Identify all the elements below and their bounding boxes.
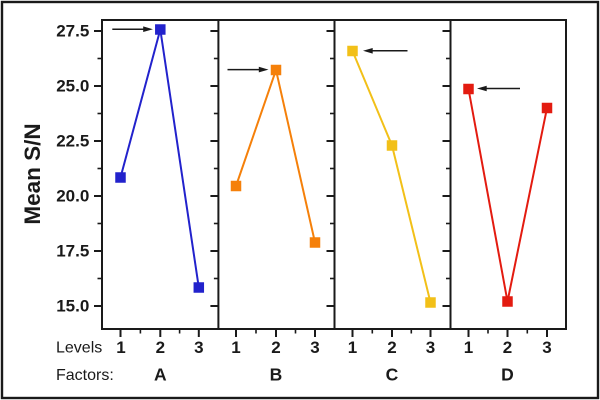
svg-text:1: 1 xyxy=(348,338,357,357)
svg-text:3: 3 xyxy=(310,338,319,357)
svg-text:3: 3 xyxy=(542,338,551,357)
svg-text:20.0: 20.0 xyxy=(56,187,89,206)
svg-text:2: 2 xyxy=(387,338,396,357)
svg-text:3: 3 xyxy=(194,338,203,357)
svg-text:Levels: Levels xyxy=(56,340,102,357)
svg-text:3: 3 xyxy=(426,338,435,357)
svg-text:1: 1 xyxy=(116,338,125,357)
svg-text:27.5: 27.5 xyxy=(56,22,89,41)
svg-text:Factors:: Factors: xyxy=(56,367,114,384)
svg-text:2: 2 xyxy=(271,338,280,357)
svg-text:B: B xyxy=(270,365,283,385)
svg-text:15.0: 15.0 xyxy=(56,297,89,316)
svg-text:17.5: 17.5 xyxy=(56,242,89,261)
svg-text:2: 2 xyxy=(503,338,512,357)
svg-text:25.0: 25.0 xyxy=(56,77,89,96)
svg-text:22.5: 22.5 xyxy=(56,132,89,151)
svg-text:A: A xyxy=(154,365,167,385)
svg-text:2: 2 xyxy=(156,338,165,357)
svg-text:Mean S/N: Mean S/N xyxy=(20,123,45,224)
svg-text:1: 1 xyxy=(231,338,240,357)
svg-text:D: D xyxy=(501,365,514,385)
svg-text:1: 1 xyxy=(464,338,473,357)
svg-text:C: C xyxy=(386,365,399,385)
